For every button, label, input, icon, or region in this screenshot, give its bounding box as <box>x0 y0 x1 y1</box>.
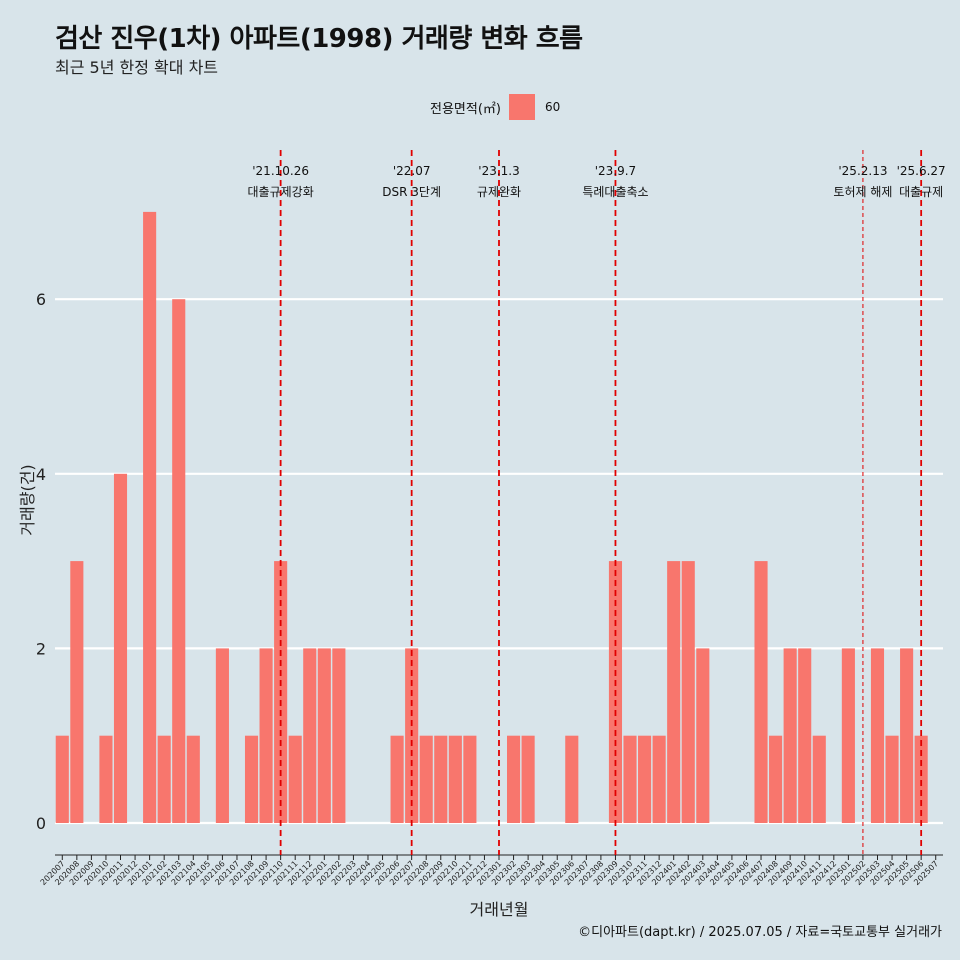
caption: ©디아파트(dapt.kr) / 2025.07.05 / 자료=국토교통부 실… <box>578 925 942 940</box>
chart-title: 검산 진우(1차) 아파트(1998) 거래량 변화 흐름 <box>55 24 583 54</box>
bar-202407 <box>754 561 768 823</box>
event-date: '23.9.7 <box>595 164 636 178</box>
bar-202010 <box>99 735 113 823</box>
bar-202402 <box>681 561 695 823</box>
bar-202408 <box>769 735 783 823</box>
bar-202501 <box>841 648 855 823</box>
y-tick-label: 4 <box>36 465 46 484</box>
legend-title: 전용면적(㎡) <box>430 101 501 117</box>
event-label: 대출규제강화 <box>248 185 314 199</box>
y-tick-label: 6 <box>36 290 46 309</box>
bar-202401 <box>667 561 681 823</box>
bar-202101 <box>143 211 157 823</box>
bar-202111 <box>288 735 302 823</box>
event-date: '23.1.3 <box>478 164 519 178</box>
bar-202202 <box>332 648 346 823</box>
bar-202506 <box>914 735 928 823</box>
event-label: 대출규제 <box>899 185 943 199</box>
event-label: DSR 3단계 <box>382 185 441 199</box>
event-label: 특례대출축소 <box>582 185 648 199</box>
x-axis-title: 거래년월 <box>470 900 529 919</box>
bar-202208 <box>419 735 433 823</box>
bar-202211 <box>463 735 477 823</box>
bar-202409 <box>783 648 797 823</box>
bar-202209 <box>434 735 448 823</box>
bar-202504 <box>885 735 899 823</box>
bar-202503 <box>870 648 885 823</box>
y-tick-label: 0 <box>36 814 46 833</box>
bar-202106 <box>215 648 229 823</box>
y-axis-title: 거래량(건) <box>18 464 37 535</box>
bar-202104 <box>186 735 200 823</box>
bar-202411 <box>812 735 826 823</box>
event-date: '22.07 <box>393 164 431 178</box>
bar-202206 <box>390 735 404 823</box>
y-tick-label: 2 <box>36 639 46 658</box>
bar-202210 <box>448 735 462 823</box>
bar-202303 <box>521 735 535 823</box>
bar-202103 <box>172 299 186 823</box>
chart-subtitle: 최근 5년 한정 확대 차트 <box>55 58 219 77</box>
bar-202109 <box>259 648 273 823</box>
event-date: '21.10.26 <box>252 164 309 178</box>
bar-202302 <box>507 735 521 823</box>
bar-202410 <box>798 648 812 823</box>
bar-202112 <box>303 648 317 823</box>
bar-202505 <box>900 648 914 823</box>
bar-202312 <box>652 735 666 823</box>
bar-202007 <box>55 735 69 823</box>
bar-202311 <box>638 735 652 823</box>
bar-202403 <box>696 648 710 823</box>
bar-202310 <box>623 735 637 823</box>
event-date: '25.2.13 <box>838 164 887 178</box>
bar-202306 <box>565 735 579 823</box>
event-date: '25.6.27 <box>897 164 946 178</box>
legend-label: 60 <box>544 100 561 114</box>
bar-202108 <box>244 735 259 823</box>
legend: 전용면적(㎡) 60 <box>430 94 560 120</box>
legend-swatch <box>508 94 535 120</box>
bar-202102 <box>157 735 171 823</box>
event-label: 토허제 해제 <box>833 185 892 199</box>
event-label: 규제완화 <box>477 185 521 199</box>
bar-202201 <box>317 648 331 823</box>
bar-202011 <box>113 473 128 823</box>
bar-202008 <box>70 561 84 823</box>
